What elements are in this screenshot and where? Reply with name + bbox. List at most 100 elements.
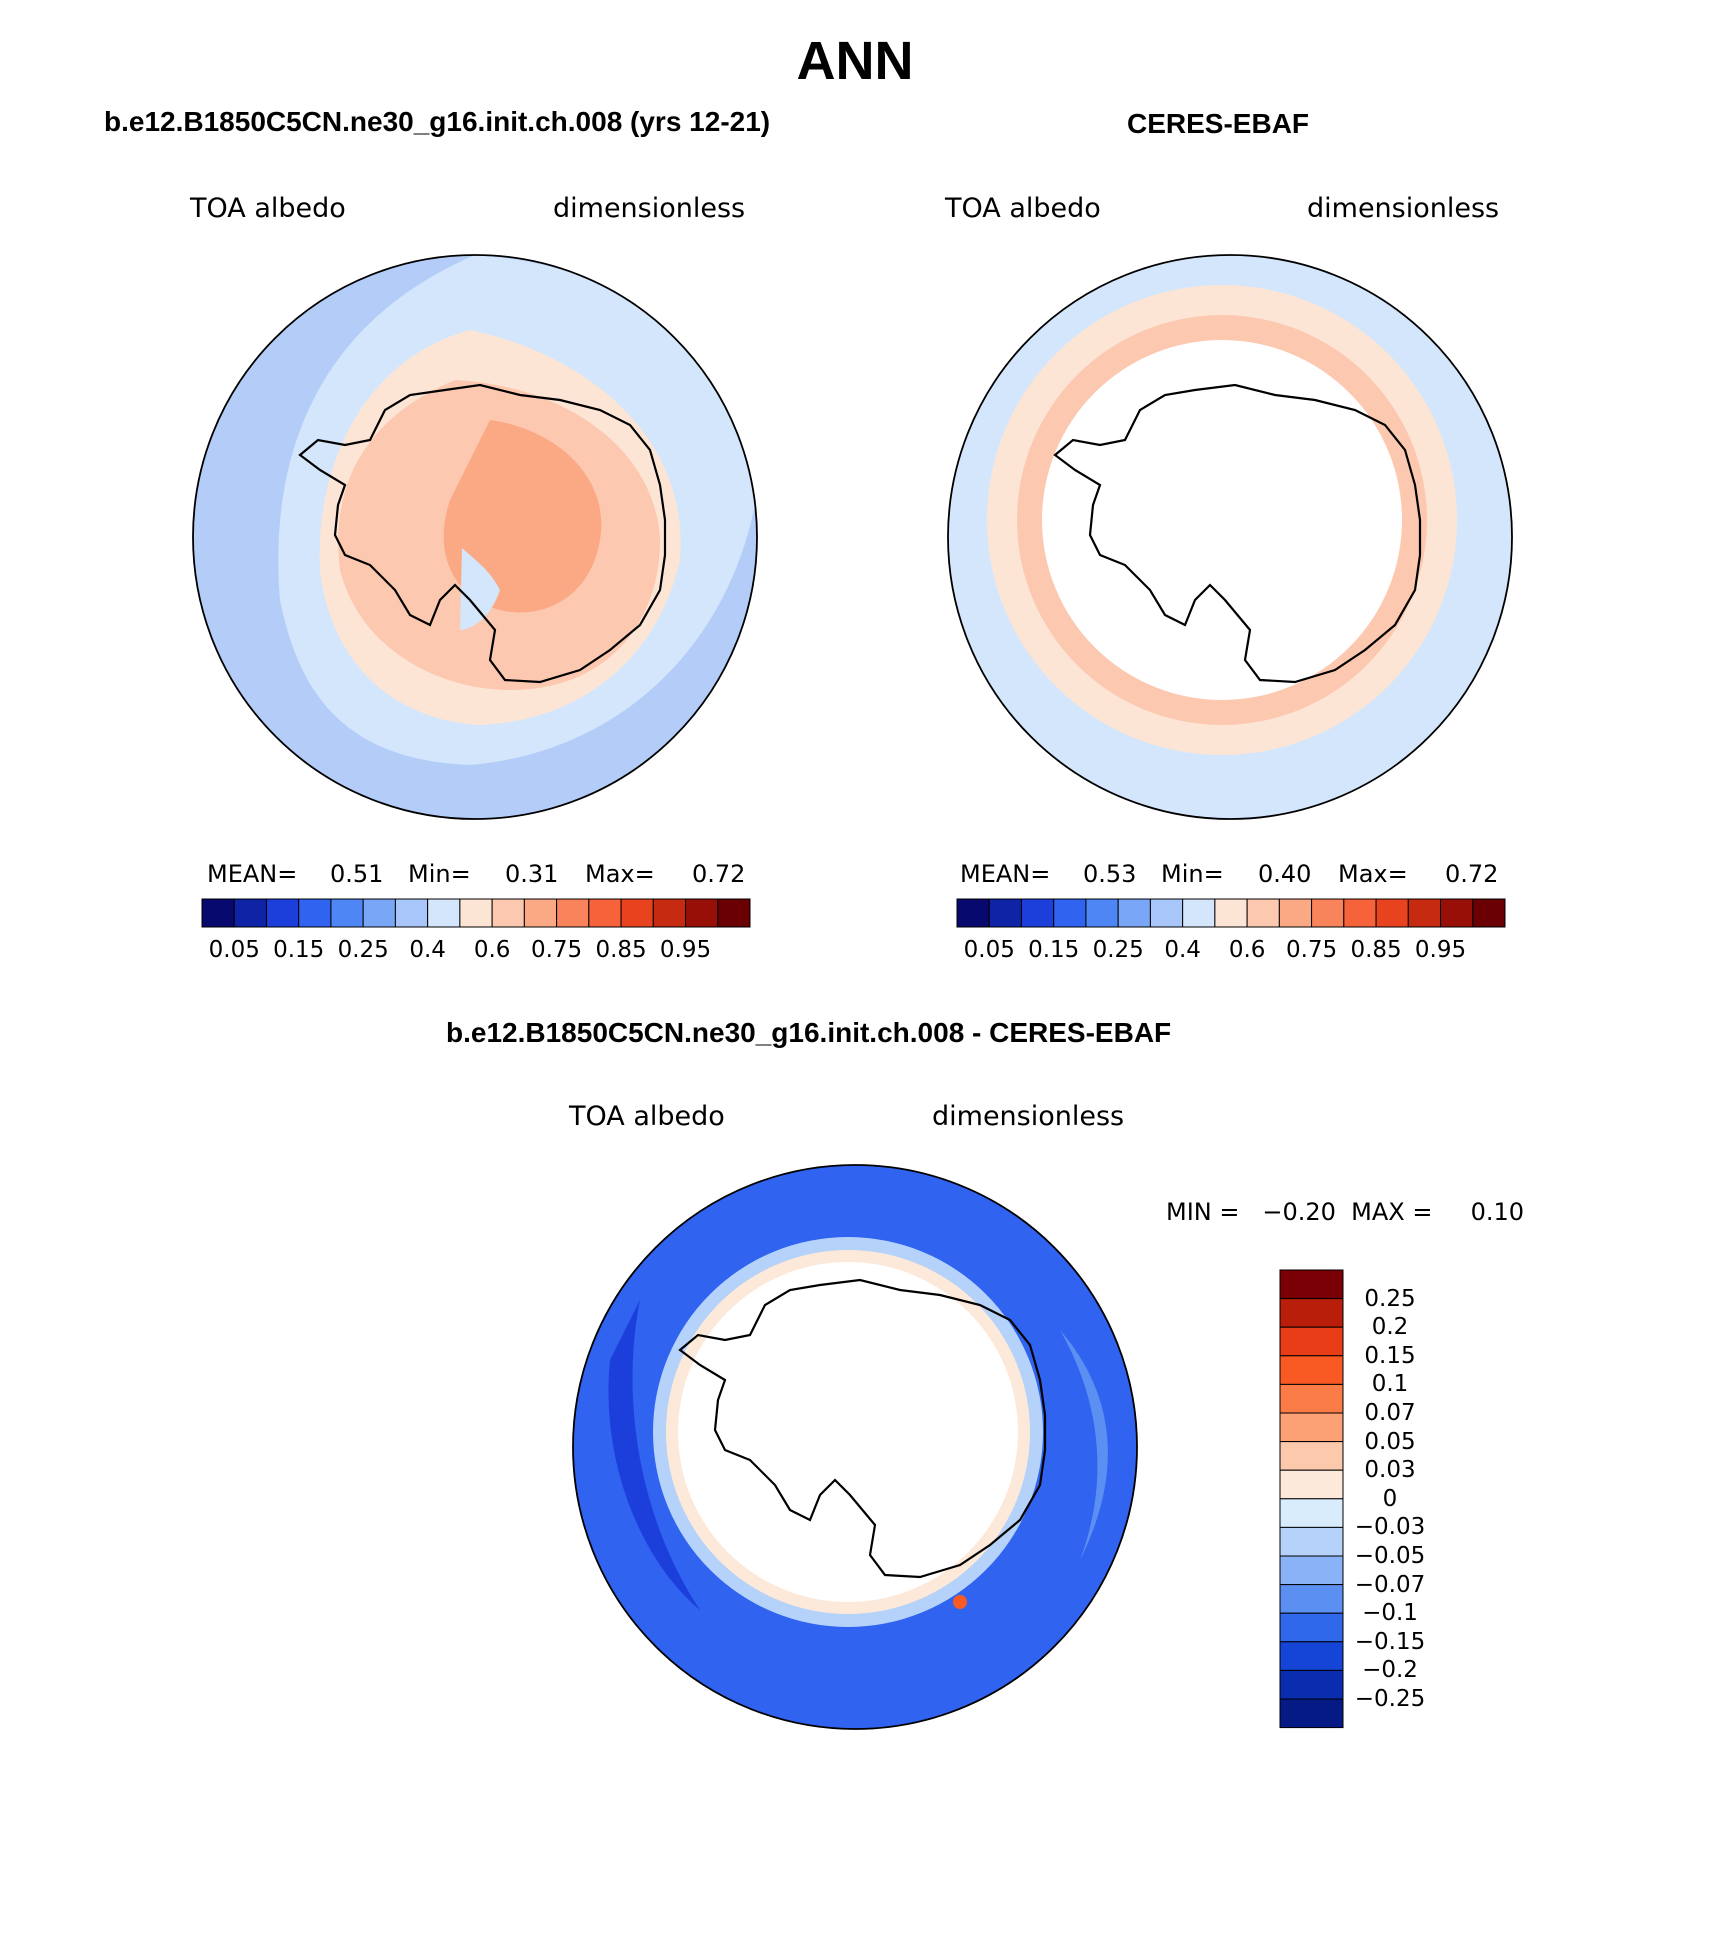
obs-colorbar-box bbox=[1440, 898, 1474, 928]
obs-colorbar-box bbox=[1278, 898, 1313, 928]
diff-colorbar-box bbox=[1279, 1326, 1344, 1357]
diff-colorbar-tick-label: −0.25 bbox=[1354, 1686, 1426, 1712]
diff-colorbar-box bbox=[1279, 1555, 1344, 1586]
diff-colorbar-tick-label: −0.1 bbox=[1362, 1600, 1418, 1627]
diff-colorbar-box bbox=[1279, 1526, 1344, 1557]
model-map bbox=[193, 255, 757, 819]
diff-units-label: dimensionless bbox=[932, 1101, 1125, 1132]
obs-min-label: Min= bbox=[1161, 860, 1224, 888]
diff-colorbar-box bbox=[1279, 1669, 1344, 1700]
diff-colorbar-tick-label: 0.05 bbox=[1364, 1428, 1416, 1455]
model-colorbar-box bbox=[233, 898, 267, 928]
model-colorbar-box bbox=[362, 898, 396, 928]
obs-colorbar-tick-label: 0.4 bbox=[1164, 937, 1201, 963]
diff-map bbox=[573, 1165, 1137, 1729]
obs-colorbar-box bbox=[1053, 898, 1087, 928]
obs-colorbar-box bbox=[1149, 898, 1184, 928]
model-min-value: 0.31 bbox=[505, 860, 559, 888]
diff-missing-data bbox=[678, 1262, 1018, 1602]
diff-colorbar-tick-label: −0.05 bbox=[1354, 1543, 1426, 1569]
model-colorbar-box bbox=[265, 898, 300, 928]
obs-colorbar-tick-label: 0.05 bbox=[963, 937, 1015, 963]
diff-colorbar-tick-label: −0.07 bbox=[1354, 1571, 1426, 1598]
model-map-border bbox=[192, 254, 758, 820]
obs-colorbar-box bbox=[1311, 898, 1345, 928]
diff-panel-title: b.e12.B1850C5CN.ne30_g16.init.ch.008 - C… bbox=[446, 1017, 1172, 1048]
diff-colorbar-box bbox=[1279, 1498, 1344, 1528]
obs-max-label: Max= bbox=[1338, 860, 1408, 888]
model-colorbar-box bbox=[652, 898, 687, 928]
obs-map bbox=[948, 255, 1512, 819]
model-min-label: Min= bbox=[408, 860, 471, 888]
model-variable-label: TOA albedo bbox=[190, 193, 346, 224]
diff-colorbar-box bbox=[1279, 1641, 1344, 1671]
model-colorbar-box bbox=[298, 898, 332, 928]
obs-colorbar-box bbox=[1214, 898, 1248, 928]
diff-colorbar-tick-label: 0.03 bbox=[1364, 1457, 1416, 1484]
model-colorbar-box bbox=[588, 898, 622, 928]
model-colorbar-box bbox=[427, 898, 461, 928]
diff-colorbar-box bbox=[1279, 1269, 1344, 1300]
obs-colorbar-box bbox=[1472, 898, 1506, 928]
model-antarctica-coastline bbox=[298, 383, 667, 684]
model-colorbar-tick-label: 0.85 bbox=[595, 937, 647, 963]
model-colorbar-tick-label: 0.25 bbox=[337, 937, 389, 963]
obs-colorbar-tick-label: 0.15 bbox=[1028, 937, 1080, 963]
diff-colorbar bbox=[1279, 1269, 1344, 1729]
model-max-label: Max= bbox=[585, 860, 655, 888]
model-colorbar-box bbox=[685, 898, 719, 928]
obs-map-border bbox=[947, 254, 1513, 820]
model-colorbar-box bbox=[330, 898, 364, 928]
obs-colorbar-box bbox=[1182, 898, 1216, 928]
model-colorbar-box bbox=[394, 898, 429, 928]
obs-max-value: 0.72 bbox=[1445, 860, 1499, 888]
model-colorbar-box bbox=[491, 898, 525, 928]
obs-colorbar-box bbox=[1020, 898, 1055, 928]
model-ross-ice-blue bbox=[460, 548, 500, 630]
obs-colorbar-tick-label: 0.95 bbox=[1414, 937, 1467, 963]
obs-min-value: 0.40 bbox=[1258, 860, 1312, 888]
model-colorbar-box bbox=[523, 898, 558, 928]
obs-colorbar-tick-label: 0.75 bbox=[1285, 937, 1338, 963]
diff-map-border bbox=[572, 1164, 1138, 1730]
diff-colorbar-tick-label: 0 bbox=[1382, 1485, 1398, 1512]
model-colorbar-tick-label: 0.75 bbox=[530, 937, 583, 963]
diff-colorbar-box bbox=[1279, 1584, 1344, 1614]
obs-colorbar-tick-label: 0.25 bbox=[1092, 937, 1144, 963]
model-max-value: 0.72 bbox=[692, 860, 746, 888]
model-colorbar-box bbox=[556, 898, 590, 928]
obs-variable-label: TOA albedo bbox=[945, 193, 1101, 224]
figure-title: ANN bbox=[796, 31, 914, 91]
obs-colorbar-box bbox=[1343, 898, 1377, 928]
diff-colorbar-box bbox=[1279, 1469, 1344, 1500]
diff-colorbar-box bbox=[1279, 1383, 1344, 1414]
diff-antarctica-coastline bbox=[678, 1278, 1047, 1579]
diff-colorbar-tick-label: 0.1 bbox=[1371, 1371, 1409, 1398]
obs-colorbar-box bbox=[988, 898, 1022, 928]
model-colorbar-tick-label: 0.6 bbox=[473, 937, 511, 963]
diff-colorbar-box bbox=[1279, 1612, 1344, 1643]
diff-colorbar-tick-label: 0.07 bbox=[1364, 1400, 1416, 1426]
diff-region-dark-blue bbox=[608, 1300, 700, 1610]
obs-mean-label: MEAN= bbox=[960, 860, 1051, 888]
model-colorbar bbox=[201, 898, 751, 928]
obs-colorbar-box bbox=[1085, 898, 1119, 928]
obs-colorbar-box bbox=[1375, 898, 1409, 928]
diff-min-max: MIN = −0.20 MAX = 0.10 bbox=[1166, 1198, 1525, 1226]
obs-colorbar-tick-label: 0.6 bbox=[1228, 937, 1266, 963]
obs-colorbar-tick-label: 0.85 bbox=[1350, 937, 1402, 963]
diff-colorbar-box bbox=[1279, 1298, 1344, 1328]
obs-missing-data bbox=[1042, 340, 1402, 700]
model-colorbar-box bbox=[620, 898, 654, 928]
diff-positive-spot bbox=[953, 1595, 967, 1609]
diff-colorbar-tick-label: 0.25 bbox=[1364, 1285, 1416, 1312]
model-colorbar-tick-label: 0.4 bbox=[409, 937, 446, 963]
model-colorbar-tick-label: 0.95 bbox=[659, 937, 712, 963]
obs-antarctica-coastline bbox=[1053, 383, 1422, 684]
obs-colorbar-box bbox=[1117, 898, 1151, 928]
obs-mean-value: 0.53 bbox=[1083, 860, 1137, 888]
obs-panel-title: CERES-EBAF bbox=[1127, 108, 1310, 139]
model-units-label: dimensionless bbox=[553, 193, 746, 224]
obs-units-label: dimensionless bbox=[1307, 193, 1500, 224]
diff-colorbar-tick-label: −0.15 bbox=[1354, 1628, 1426, 1655]
